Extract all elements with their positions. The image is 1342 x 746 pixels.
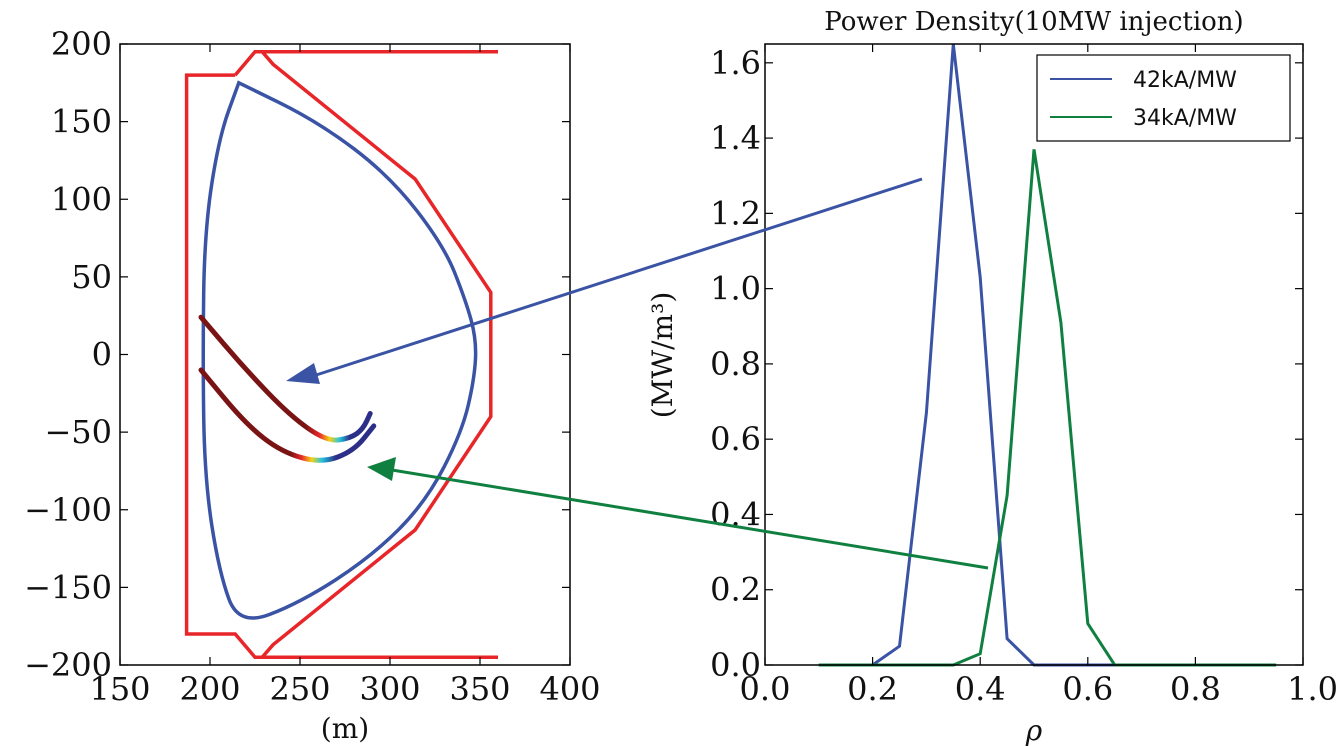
green-arrow-head [367, 457, 396, 481]
left-x-tick-label: 350 [449, 670, 510, 708]
green-arrow-shaft [391, 468, 989, 570]
right-chart-title: Power Density(10MW injection) [824, 7, 1243, 37]
right-x-axis: 0.0 0.2 0.4 0.6 0.8 1.0 [740, 44, 1338, 708]
legend-label-34ka: 34kA/MW [1133, 106, 1237, 131]
right-x-axis-label: ρ [1025, 714, 1043, 746]
right-y-tick-label: 0.6 [710, 420, 761, 458]
right-y-tick-label: 1.6 [710, 44, 761, 82]
left-panel: 150 200 250 300 350 400 200 150 100 50 0 −50 −100 −1… [24, 25, 600, 745]
right-y-tick-label: 0.2 [710, 571, 761, 609]
right-x-tick-label: 0.8 [1170, 670, 1221, 708]
right-y-axis-label: (MW/m³) [646, 292, 679, 419]
right-x-tick-label: 0.0 [740, 670, 791, 708]
right-x-tick-label: 1.0 [1287, 670, 1338, 708]
right-x-tick-label: 0.2 [847, 670, 898, 708]
right-y-tick-label: 1.4 [710, 119, 761, 157]
left-y-tick-label: −150 [24, 568, 112, 606]
right-y-tick-label: 1.0 [710, 270, 761, 308]
left-y-tick-label: −50 [44, 413, 112, 451]
left-y-tick-label: 200 [51, 25, 112, 63]
blue-arrow-shaft [309, 177, 923, 379]
left-y-axis: 200 150 100 50 0 −50 −100 −150 −200 [24, 25, 570, 684]
right-axes-frame [764, 43, 1304, 666]
left-y-tick-label: 150 [51, 103, 112, 141]
blue-arrow-head [286, 363, 320, 384]
left-y-tick-label: 0 [92, 336, 112, 374]
left-x-tick-label: 400 [539, 670, 600, 708]
vessel-wall-line [184, 50, 498, 659]
right-y-tick-label: 0.8 [710, 345, 761, 383]
ray-trajectory-upper [198, 314, 373, 443]
series-line-34ka [818, 149, 1277, 667]
left-plot-area [184, 50, 498, 659]
left-y-tick-label: −100 [24, 491, 112, 529]
right-y-tick-label: 1.2 [710, 194, 761, 232]
legend: 42kA/MW 34kA/MW [1036, 54, 1291, 142]
left-x-tick-label: 300 [359, 670, 420, 708]
right-x-tick-label: 0.6 [1062, 670, 1113, 708]
legend-label-42ka: 42kA/MW [1133, 68, 1237, 93]
left-y-tick-label: 50 [71, 258, 112, 296]
left-x-tick-label: 250 [269, 670, 330, 708]
annotation-arrows [286, 177, 989, 570]
plasma-boundary-line [201, 80, 478, 620]
right-panel: 0.0 0.2 0.4 0.6 0.8 1.0 1.6 1.4 1.2 1.0 0.8 0.6 0.4… [646, 7, 1338, 746]
left-x-axis: 150 200 250 300 350 400 [89, 44, 601, 708]
left-x-tick-label: 200 [179, 670, 240, 708]
legend-box [1036, 54, 1291, 142]
right-x-tick-label: 0.4 [955, 670, 1006, 708]
left-x-axis-label: (m) [321, 712, 369, 745]
right-y-axis: 1.61.41.21.00.80.60.40.20.0 [710, 44, 1303, 684]
left-x-tick-label: 150 [89, 670, 150, 708]
right-y-tick-label: 0.0 [710, 646, 761, 684]
left-y-tick-label: 100 [51, 180, 112, 218]
ray-trajectory-lower [198, 367, 377, 463]
left-y-tick-label: −200 [24, 646, 112, 684]
